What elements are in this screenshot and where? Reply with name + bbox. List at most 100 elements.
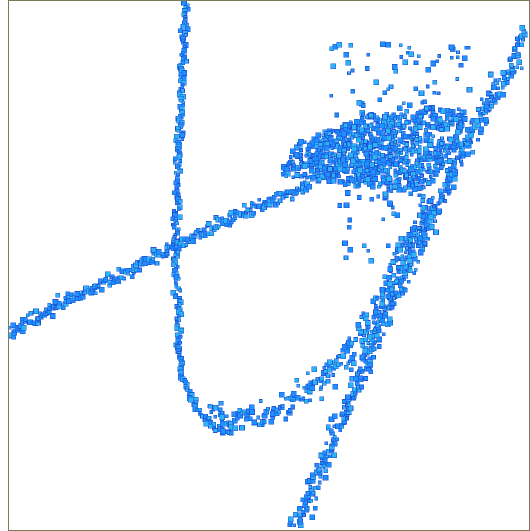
data-point-dense-wedge-100 — [304, 154, 309, 158]
data-point-dense-wedge-771 — [393, 168, 398, 172]
data-point-dense-wedge-652 — [445, 111, 450, 117]
data-point-steep-line-17 — [184, 33, 188, 37]
data-point-lower-arc-244 — [427, 214, 434, 220]
data-point-steep-line-15 — [178, 28, 183, 34]
data-point-dense-wedge-839 — [428, 106, 432, 110]
data-point-scatter-cloud-23 — [437, 54, 441, 58]
data-point-left-diagonal-100 — [126, 271, 130, 276]
data-point-right-diagonal-55 — [325, 461, 332, 468]
data-point-lower-arc-140 — [363, 337, 369, 342]
data-point-lower-arc-171 — [375, 295, 380, 300]
data-point-steep-line-159 — [174, 316, 179, 321]
data-point-scatter-cloud-lower-10 — [397, 246, 404, 253]
data-point-dense-wedge-773 — [347, 152, 354, 159]
data-point-scatter-cloud-16 — [336, 41, 343, 48]
data-point-dense-wedge-286 — [388, 165, 392, 170]
data-point-dense-wedge-891 — [415, 110, 420, 115]
data-point-lower-arc-74 — [295, 394, 301, 401]
data-point-dense-wedge-777 — [393, 134, 397, 139]
data-point-scatter-cloud-28 — [382, 90, 388, 96]
data-point-lower-arc-228 — [415, 232, 420, 237]
data-point-dense-wedge-153 — [327, 163, 332, 167]
data-point-left-diagonal-141 — [176, 250, 180, 254]
data-point-lower-arc-208 — [400, 254, 404, 258]
data-point-right-diagonal-373 — [501, 75, 507, 81]
data-point-right-diagonal-28 — [314, 496, 319, 501]
data-point-scatter-cloud-13 — [393, 68, 398, 74]
data-point-left-diagonal-96 — [122, 276, 127, 281]
data-point-scatter-cloud-lower-26 — [347, 247, 354, 253]
data-point-steep-line-85 — [178, 168, 184, 174]
data-point-scatter-cloud-14 — [368, 112, 374, 119]
data-point-right-diagonal-90 — [331, 413, 338, 420]
data-point-lower-arc-39 — [248, 404, 255, 411]
data-point-left-diagonal-83 — [103, 276, 108, 282]
data-point-dense-wedge-816 — [355, 137, 362, 143]
data-point-lower-arc-173 — [389, 301, 395, 306]
data-point-scatter-cloud-lower-11 — [420, 193, 426, 199]
data-point-scatter-cloud-66 — [364, 66, 370, 71]
data-point-dense-wedge-820 — [402, 168, 407, 173]
data-point-dense-wedge-832 — [410, 180, 415, 185]
data-point-left-diagonal-206 — [250, 204, 254, 209]
data-point-right-diagonal-45 — [322, 474, 329, 481]
data-point-dense-wedge-645 — [444, 145, 449, 149]
data-point-scatter-cloud-lower-25 — [420, 214, 426, 220]
data-point-steep-line-27 — [179, 52, 183, 57]
data-point-left-diagonal-55 — [69, 292, 74, 297]
data-point-steep-line-133 — [176, 264, 180, 269]
data-point-lower-arc-58 — [283, 416, 289, 422]
data-point-steep-line-111 — [175, 221, 180, 225]
data-point-lower-arc-217 — [417, 249, 424, 256]
data-point-right-diagonal-94 — [340, 411, 345, 417]
data-point-scatter-cloud-53 — [440, 108, 446, 114]
data-point-lower-arc-135 — [360, 343, 366, 349]
data-point-dense-wedge-663 — [418, 186, 423, 191]
data-point-right-diagonal-262 — [436, 208, 442, 215]
data-point-dense-wedge-680 — [302, 172, 307, 177]
data-point-right-diagonal-124 — [358, 375, 363, 381]
data-point-dense-wedge-649 — [356, 172, 361, 178]
data-point-dense-wedge-484 — [426, 162, 431, 168]
data-point-dense-wedge-853 — [444, 116, 450, 121]
data-point-left-diagonal-94 — [118, 275, 124, 281]
data-point-dense-wedge-871 — [291, 166, 296, 172]
data-point-dense-wedge-845 — [431, 105, 435, 110]
data-point-left-diagonal-109 — [137, 267, 142, 273]
data-point-lower-arc-215 — [405, 246, 409, 251]
data-point-right-diagonal-349 — [482, 101, 486, 105]
data-point-right-diagonal-92 — [345, 416, 349, 421]
data-point-dense-wedge-550 — [431, 134, 436, 138]
data-point-scatter-cloud-15 — [345, 59, 352, 66]
data-point-lower-arc-180 — [385, 287, 391, 293]
data-point-steep-line-132 — [170, 262, 176, 268]
data-point-right-diagonal-283 — [450, 184, 457, 191]
data-point-scatter-cloud-49 — [329, 46, 334, 52]
data-point-scatter-cloud-lower-9 — [366, 249, 370, 253]
data-point-dense-wedge-798 — [307, 143, 312, 148]
data-point-dense-wedge-505 — [299, 148, 303, 152]
data-point-dense-wedge-860 — [401, 124, 407, 129]
data-point-lower-arc-61 — [280, 403, 285, 408]
data-point-dense-wedge-725 — [357, 167, 363, 174]
data-point-lower-arc-132 — [349, 341, 355, 346]
data-point-dense-wedge-859 — [385, 135, 392, 142]
data-point-dense-wedge-320 — [337, 178, 344, 185]
data-point-dense-wedge-562 — [450, 121, 454, 125]
data-point-right-diagonal-114 — [351, 387, 357, 393]
data-point-scatter-cloud-lower-13 — [422, 241, 427, 246]
data-point-dense-wedge-894 — [340, 157, 346, 163]
data-point-scatter-cloud-64 — [386, 87, 391, 91]
data-point-dense-wedge-759 — [291, 163, 296, 167]
data-point-left-diagonal-233 — [285, 194, 289, 198]
data-point-lower-arc-114 — [333, 358, 339, 364]
data-point-dense-wedge-564 — [417, 145, 422, 149]
data-point-right-diagonal-339 — [483, 116, 489, 123]
data-point-right-diagonal-310 — [464, 151, 471, 157]
data-point-right-diagonal-43 — [309, 472, 315, 478]
data-point-scatter-cloud-22 — [398, 43, 403, 48]
data-point-lower-arc-3 — [209, 410, 214, 414]
data-point-scatter-cloud-54 — [464, 45, 469, 50]
data-point-dense-wedge-523 — [380, 174, 385, 180]
